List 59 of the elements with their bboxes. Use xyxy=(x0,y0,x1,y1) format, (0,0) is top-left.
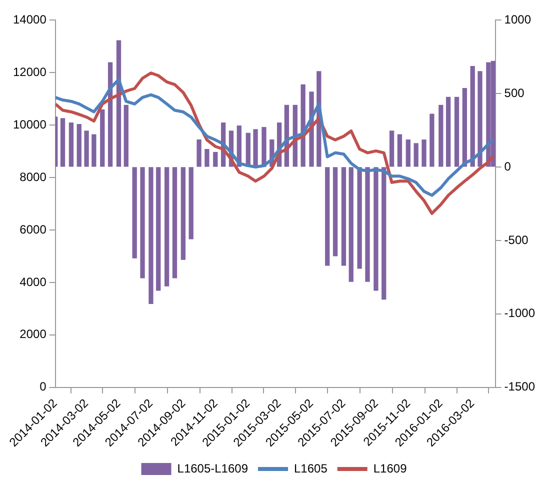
bar xyxy=(188,167,194,240)
bar xyxy=(462,88,468,167)
y-tick-label: 8000 xyxy=(20,170,47,184)
bar xyxy=(60,118,66,167)
bar xyxy=(365,167,370,282)
bar xyxy=(382,167,386,300)
bar xyxy=(406,139,410,167)
y-tick-label: 12000 xyxy=(12,64,47,79)
bar xyxy=(470,66,475,167)
bar xyxy=(325,167,330,266)
bar xyxy=(253,129,258,167)
bar xyxy=(357,167,362,269)
legend-label: L1605-L1609 xyxy=(177,461,248,476)
bar xyxy=(332,167,338,256)
bar xyxy=(300,84,306,167)
bar xyxy=(140,167,145,278)
bar xyxy=(100,109,105,167)
y2-tick-label: -500 xyxy=(504,232,529,247)
bar xyxy=(213,152,218,167)
bar xyxy=(148,167,154,304)
bar xyxy=(68,122,74,167)
bar xyxy=(204,149,210,167)
bar xyxy=(374,167,378,291)
y-tick-label: 0 xyxy=(40,380,47,394)
bar xyxy=(422,139,426,167)
bar xyxy=(430,114,434,167)
y-tick-label: 6000 xyxy=(20,222,47,236)
y2-tick-label: 500 xyxy=(504,86,525,100)
bar xyxy=(262,126,266,167)
bar xyxy=(486,62,491,167)
bar xyxy=(164,167,170,286)
y2-tick-label: -1000 xyxy=(504,306,536,320)
bar xyxy=(156,167,161,291)
bar xyxy=(397,134,402,167)
bar xyxy=(348,167,354,282)
bar xyxy=(478,71,482,167)
bar xyxy=(446,96,451,167)
y2-tick-label: -1500 xyxy=(504,380,536,394)
y-tick-label: 2000 xyxy=(20,327,47,342)
bar xyxy=(124,104,128,167)
bar xyxy=(414,143,418,167)
bar xyxy=(172,167,178,278)
y-tick-label: 10000 xyxy=(12,117,47,132)
bar xyxy=(389,130,394,167)
y2-tick-label: 0 xyxy=(504,159,512,174)
legend-label: L1605 xyxy=(294,461,328,476)
y2-tick-label: 1000 xyxy=(504,12,532,26)
bar xyxy=(438,104,444,167)
bar xyxy=(76,124,82,167)
bar xyxy=(454,96,460,167)
bar xyxy=(84,130,89,167)
y-tick-label: 4000 xyxy=(20,274,47,289)
bar xyxy=(132,167,137,258)
legend-label: L1609 xyxy=(373,461,408,476)
bar xyxy=(92,134,96,167)
y-tick-label: 14000 xyxy=(12,12,47,26)
bar xyxy=(196,139,202,167)
bar xyxy=(341,167,346,266)
bar xyxy=(180,167,186,260)
